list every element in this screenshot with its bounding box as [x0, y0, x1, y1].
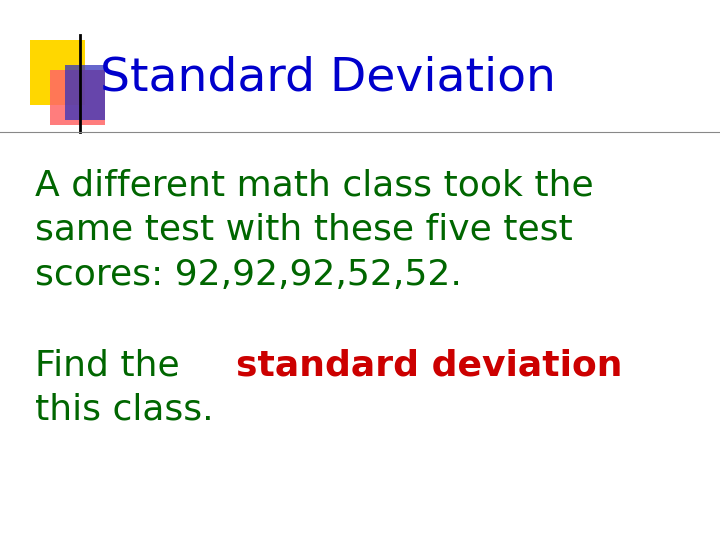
- Text: Standard Deviation: Standard Deviation: [100, 56, 556, 100]
- Text: A different math class took the: A different math class took the: [35, 168, 593, 202]
- Bar: [50, 70, 105, 125]
- Bar: [65, 65, 105, 120]
- Text: same test with these five test: same test with these five test: [35, 213, 572, 247]
- Text: standard deviation: standard deviation: [236, 348, 623, 382]
- Text: scores: 92,92,92,52,52.: scores: 92,92,92,52,52.: [35, 258, 462, 292]
- Text: this class.: this class.: [35, 393, 214, 427]
- Text: Find the: Find the: [35, 348, 191, 382]
- Bar: [30, 40, 85, 105]
